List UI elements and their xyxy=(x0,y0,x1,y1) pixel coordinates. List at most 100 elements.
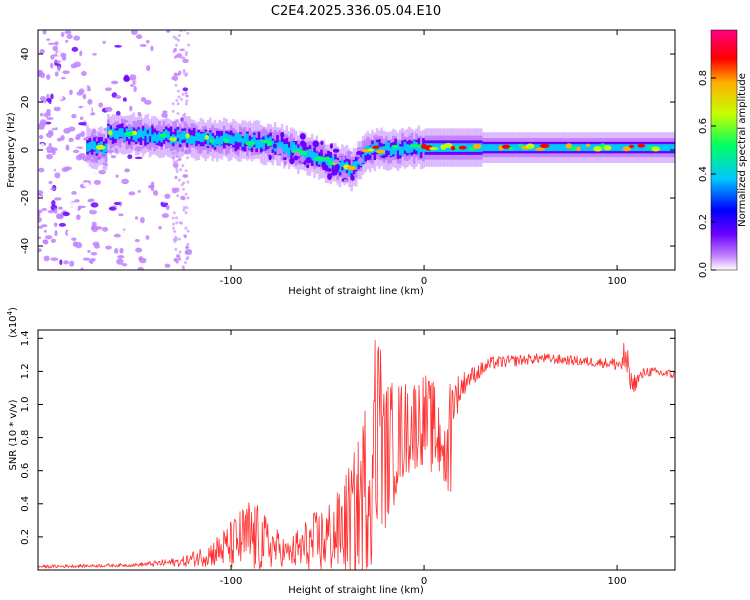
spectrogram-noise-cell xyxy=(82,257,91,261)
spectrogram-band-cell xyxy=(151,134,154,144)
spectrogram-band-cell xyxy=(197,132,201,142)
spectrogram-noise-cell xyxy=(64,172,69,179)
spectrogram-noise-cell xyxy=(38,195,43,199)
spectrogram-noise-cell xyxy=(43,194,50,198)
spectrogram-band-cell xyxy=(480,143,483,152)
spectrogram-noise-cell xyxy=(98,169,106,175)
spectrogram-peak xyxy=(651,146,660,152)
spectrogram-band-cell xyxy=(385,141,388,151)
spectrogram-noise-cell xyxy=(38,216,42,223)
spectrogram-noise-cell xyxy=(81,106,87,111)
spectrogram-peak xyxy=(375,149,386,154)
spectrogram-noise-cell xyxy=(165,30,171,33)
spectrogram-band-cell xyxy=(540,144,543,152)
spectrogram-noise-cell xyxy=(73,61,81,68)
spectrogram-noise-cell xyxy=(168,65,175,69)
spectrogram-noise-cell xyxy=(90,88,96,93)
spectrogram-noise-cell xyxy=(165,204,170,211)
spectrogram-noise-cell xyxy=(178,237,182,241)
spectrogram-noise-cell xyxy=(90,251,98,256)
spectrogram-noise-cell xyxy=(182,71,186,75)
spectrogram-peak xyxy=(367,148,374,152)
spectrogram-noise-cell xyxy=(45,153,53,160)
spectrogram-noise-cell xyxy=(185,99,189,103)
spectrogram-noise-cell xyxy=(52,216,57,220)
spectrogram-band-cell xyxy=(563,144,567,152)
spectrogram-peak xyxy=(508,147,514,151)
spectrogram-noise-cell xyxy=(75,154,83,161)
spectrogram-noise-cell xyxy=(186,229,190,233)
spectrogram-ytick-label: 20 xyxy=(20,96,31,109)
spectrogram-noise-cell xyxy=(57,65,61,72)
spectrogram-noise-cell xyxy=(113,201,121,206)
spectrogram-noise-cell xyxy=(78,163,85,170)
spectrogram-noise-cell xyxy=(174,37,178,41)
spectrogram-noise-cell xyxy=(104,87,112,91)
spectrogram-noise-cell xyxy=(52,45,59,52)
spectrogram-noise-cell xyxy=(162,110,168,114)
spectrogram-noise-cell xyxy=(182,56,186,60)
spectrogram-peak xyxy=(472,143,482,150)
spectrogram-noise-cell xyxy=(39,119,47,126)
spectrogram-noise-cell xyxy=(178,70,182,75)
spectrogram-noise-cell xyxy=(184,211,188,215)
snr-xtick-label: 0 xyxy=(421,576,427,587)
spectrogram-peak xyxy=(312,140,319,148)
spectrogram-band-cell xyxy=(232,136,235,145)
spectrogram-noise-cell xyxy=(48,167,55,173)
spectrogram-noise-cell xyxy=(50,257,59,261)
spectrogram-band-cell xyxy=(403,141,407,151)
spectrogram-noise-cell xyxy=(173,55,177,59)
spectrogram-noise-cell xyxy=(123,74,130,81)
spectrogram-band-cell xyxy=(253,134,256,144)
spectrogram-noise-cell xyxy=(48,180,53,185)
spectrogram-band-cell xyxy=(88,142,92,151)
spectrogram-noise-cell xyxy=(182,87,189,92)
spectrogram-noise-cell xyxy=(103,43,109,50)
spectrogram-noise-cell xyxy=(182,197,186,201)
spectrogram-peak xyxy=(391,144,400,149)
spectrogram-peak xyxy=(327,168,332,172)
spectrogram-band-cell xyxy=(642,144,645,152)
spectrogram-band-cell xyxy=(190,135,194,145)
spectrogram-peak xyxy=(329,143,334,149)
spectrogram-noise-cell xyxy=(58,222,66,227)
spectrogram-noise-cell xyxy=(184,51,188,55)
spectrogram-noise-cell xyxy=(67,126,76,132)
spectrogram-noise-cell xyxy=(184,53,188,57)
spectrogram-noise-cell xyxy=(93,179,101,185)
spectrogram-band-cell xyxy=(121,128,124,137)
spectrogram-band-cell xyxy=(234,136,238,152)
spectrogram-band-cell xyxy=(116,130,119,140)
spectrogram-noise-cell xyxy=(38,134,44,140)
spectrogram-noise-cell xyxy=(175,260,179,264)
spectrogram-band-cell xyxy=(151,125,154,140)
spectrogram-noise-cell xyxy=(124,168,131,173)
spectrogram-noise-cell xyxy=(46,108,51,115)
spectrogram-band-cell xyxy=(331,158,335,174)
spectrogram-band-cell xyxy=(482,144,485,152)
spectrogram-noise-cell xyxy=(145,235,150,240)
spectrogram-band-cell xyxy=(225,133,228,142)
spectrogram-noise-cell xyxy=(142,162,147,168)
spectrogram-band-cell xyxy=(234,132,238,142)
spectrogram-noise-cell xyxy=(174,235,178,239)
spectrogram-band-cell xyxy=(466,143,469,152)
spectrogram-noise-cell xyxy=(66,222,74,229)
spectrogram-noise-cell xyxy=(57,206,63,210)
spectrogram-noise-cell xyxy=(81,240,87,244)
spectrogram-noise-cell xyxy=(65,50,71,55)
spectrogram-band-cell xyxy=(290,141,293,151)
spectrogram-noise-cell xyxy=(65,144,70,151)
spectrogram-noise-cell xyxy=(60,139,66,146)
spectrogram-band-cell xyxy=(579,144,583,152)
spectrogram-noise-cell xyxy=(47,225,52,232)
spectrogram-noise-cell xyxy=(65,95,72,102)
spectrogram-peak xyxy=(108,130,113,136)
spectrogram-band-cell xyxy=(486,144,490,152)
spectrogram-noise-cell xyxy=(38,212,41,218)
spectrogram-noise-cell xyxy=(115,174,119,178)
spectrogram-peak xyxy=(283,160,287,166)
spectrogram-noise-cell xyxy=(176,38,180,42)
spectrogram-noise-cell xyxy=(117,255,125,259)
